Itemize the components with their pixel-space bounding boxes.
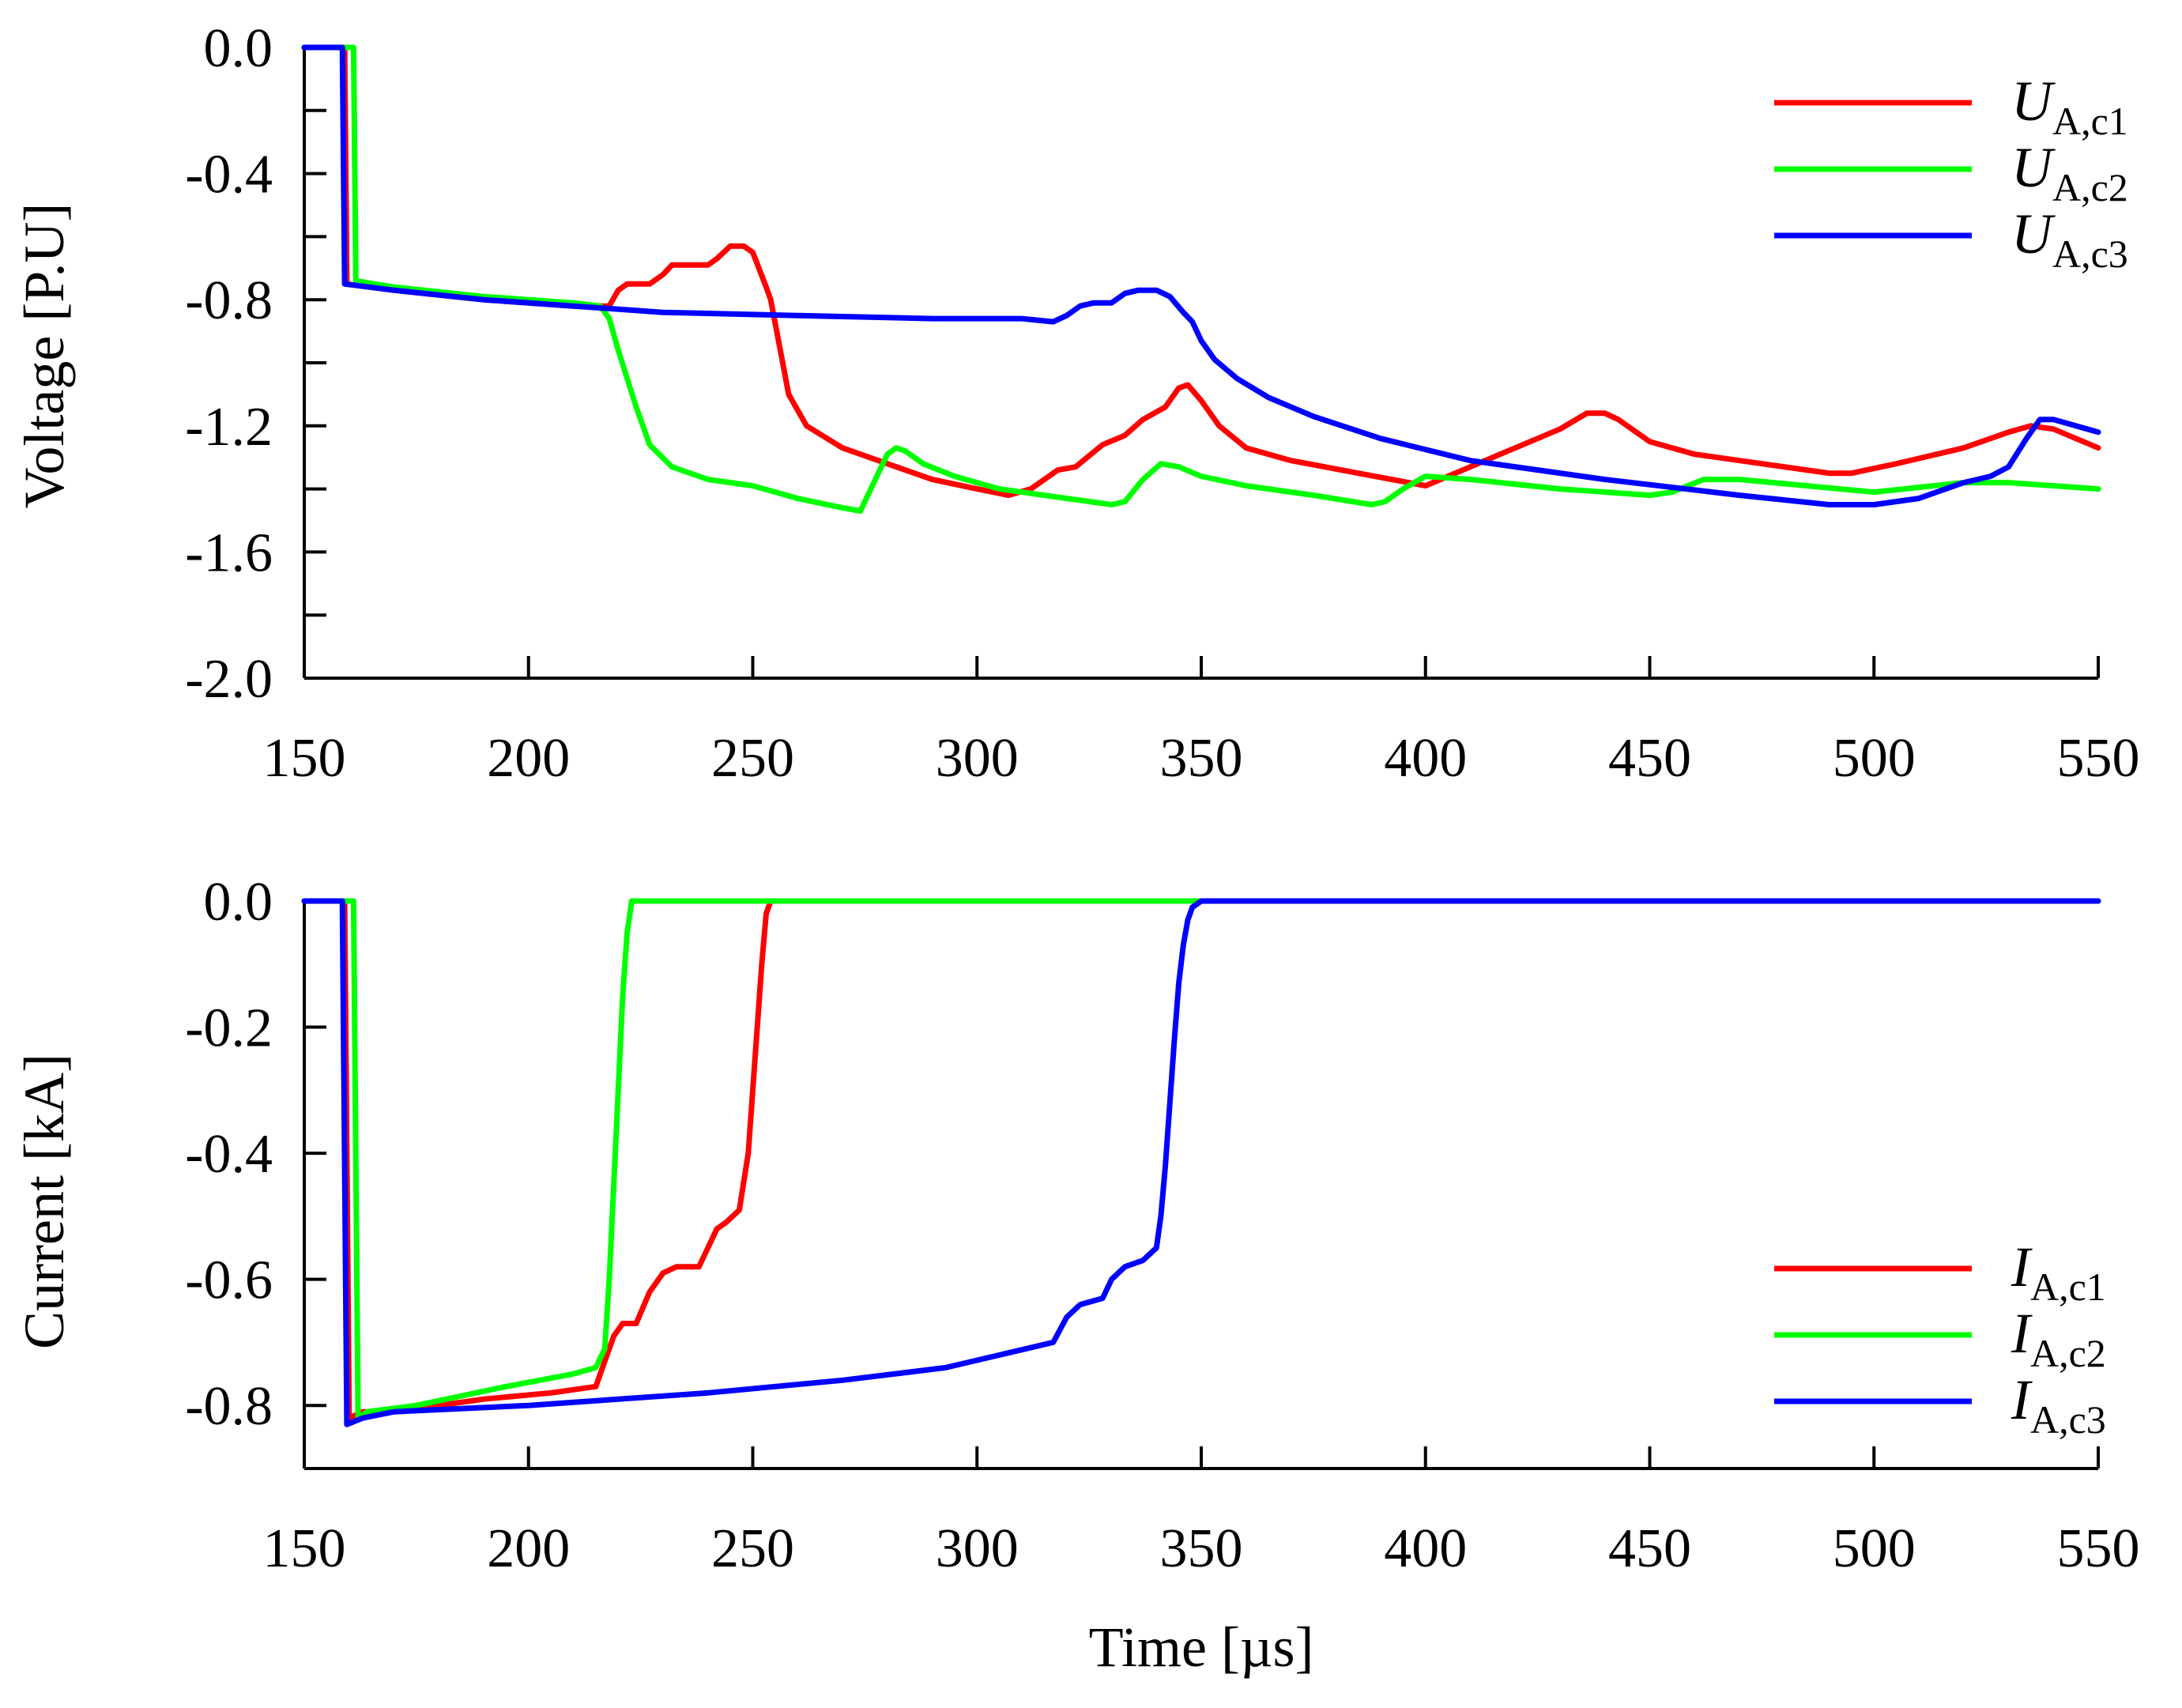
time-x-axis-title: Time [µs]	[1089, 1616, 1314, 1679]
current-x-tick-label: 550	[2057, 1518, 2140, 1579]
current-axes: 150 200 250 300 350 400 450 500 550 0.0 -0.2 -0.4 -0…	[185, 872, 2139, 1579]
voltage-chart: Voltage [P.U] 150 200 250 300 350 400 450 500 55…	[13, 18, 2140, 789]
voltage-axes: 150 200 250 300 350 400 450 500 550 0.0 -0.4 -0.8 -1…	[185, 18, 2139, 789]
voltage-y-tick-label: -0.8	[185, 270, 273, 331]
voltage-x-tick-label: 250	[711, 728, 794, 789]
voltage-x-tick-label: 200	[487, 728, 570, 789]
voltage-legend-label: UA,c3	[2011, 202, 2128, 276]
voltage-x-tick-label: 500	[1833, 728, 1916, 789]
voltage-x-tick-label: 450	[1608, 728, 1691, 789]
voltage-x-tick-label: 350	[1160, 728, 1243, 789]
voltage-series-a-c3	[301, 44, 2101, 507]
current-series-a-c3	[301, 898, 2101, 1427]
voltage-y-tick-label: -2.0	[185, 649, 273, 710]
current-y-axis-title: Current [kA]	[13, 1054, 76, 1349]
current-y-tick-label: -0.2	[185, 998, 273, 1059]
current-series-a-c1	[301, 898, 774, 1421]
voltage-x-tick-label: 550	[2057, 728, 2140, 789]
current-x-tick-label: 250	[711, 1518, 794, 1579]
voltage-y-tick-label: -0.4	[185, 145, 273, 205]
voltage-y-tick-label: -1.6	[185, 522, 273, 583]
voltage-x-tick-label: 300	[936, 728, 1019, 789]
current-y-tick-label: -0.4	[185, 1124, 273, 1185]
current-x-tick-label: 150	[263, 1518, 346, 1579]
voltage-y-tick-label: -1.2	[185, 397, 273, 458]
current-x-tick-label: 200	[487, 1518, 570, 1579]
current-chart: Current [kA] Time [µs] 150 200 250 300 350 40…	[13, 872, 2140, 1679]
current-series	[301, 898, 2101, 1427]
voltage-x-tick-label: 400	[1384, 728, 1467, 789]
current-y-tick-label: -0.6	[185, 1250, 273, 1311]
voltage-x-tick-label: 150	[263, 728, 346, 789]
current-legend-label: IA,c2	[2011, 1302, 2106, 1375]
current-y-tick-label: -0.8	[185, 1376, 273, 1437]
voltage-y-axis-title: Voltage [P.U]	[13, 203, 76, 509]
current-x-tick-label: 350	[1160, 1518, 1243, 1579]
voltage-legend-label: UA,c1	[2011, 70, 2128, 143]
voltage-series	[301, 44, 2101, 514]
current-legend-label: IA,c1	[2011, 1235, 2106, 1309]
current-x-tick-label: 300	[936, 1518, 1019, 1579]
current-x-tick-label: 400	[1384, 1518, 1467, 1579]
voltage-series-a-c2	[301, 44, 2101, 514]
current-series-a-c2	[301, 898, 2101, 1421]
voltage-y-tick-label: 0.0	[204, 18, 273, 79]
voltage-legend-label: UA,c2	[2011, 136, 2128, 209]
current-x-tick-label: 450	[1608, 1518, 1691, 1579]
current-x-tick-label: 500	[1833, 1518, 1916, 1579]
current-legend-label: IA,c3	[2011, 1368, 2106, 1442]
current-y-tick-label: 0.0	[204, 872, 273, 933]
voltage-series-a-c1	[301, 44, 2101, 499]
